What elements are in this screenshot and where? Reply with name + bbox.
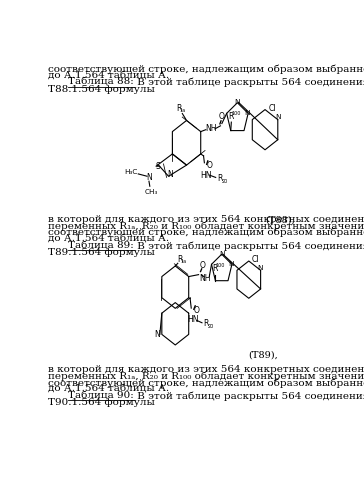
Text: CH₃: CH₃: [145, 190, 158, 196]
Text: R: R: [203, 320, 209, 328]
Text: N: N: [219, 251, 225, 257]
Text: 100: 100: [232, 111, 241, 116]
Text: до А.1.564 таблицы А.: до А.1.564 таблицы А.: [48, 234, 170, 244]
Text: N: N: [244, 110, 250, 116]
Text: (T88),: (T88),: [266, 216, 295, 225]
Text: 20: 20: [207, 324, 214, 329]
Text: R: R: [213, 264, 218, 273]
Text: 1a: 1a: [181, 259, 187, 264]
Text: H₃C: H₃C: [124, 168, 137, 174]
Text: в которой для каждого из этих 564 конкретных соединений каждая из: в которой для каждого из этих 564 конкре…: [48, 215, 364, 224]
Text: до А.1.564 таблицы А.: до А.1.564 таблицы А.: [48, 71, 170, 80]
Text: Таблица 88:: Таблица 88:: [68, 78, 134, 86]
Text: Таблица 89:: Таблица 89:: [68, 242, 134, 250]
Text: N: N: [257, 264, 263, 270]
Text: S: S: [155, 162, 160, 170]
Text: Т90.1.564 формулы: Т90.1.564 формулы: [48, 398, 155, 407]
Text: Таблица 90:: Таблица 90:: [68, 392, 134, 400]
Text: в которой для каждого из этих 564 конкретных соединений каждая из: в которой для каждого из этих 564 конкре…: [48, 365, 364, 374]
Text: NH: NH: [199, 274, 210, 283]
Text: Т89.1.564 формулы: Т89.1.564 формулы: [48, 248, 155, 258]
Text: соответствующей строке, надлежащим образом выбранной из 564 строк от А.1.1: соответствующей строке, надлежащим образ…: [48, 228, 364, 237]
Text: N: N: [154, 330, 160, 339]
Text: HN: HN: [200, 170, 211, 179]
Text: O: O: [199, 262, 205, 270]
Text: N: N: [146, 174, 152, 182]
Text: O: O: [194, 306, 200, 314]
Text: Cl: Cl: [252, 256, 259, 264]
Text: R: R: [217, 174, 223, 183]
Text: NH: NH: [205, 124, 217, 134]
Text: N: N: [275, 114, 280, 119]
Text: 100: 100: [216, 263, 225, 268]
Text: R: R: [176, 104, 181, 112]
Text: соответствующей строке, надлежащим образом выбранной из 564 строк от А.1.1: соответствующей строке, надлежащим образ…: [48, 64, 364, 74]
Text: Cl: Cl: [269, 104, 276, 112]
Text: N: N: [234, 100, 240, 105]
Text: В этой таблице раскрыты 564 соединения от Т90.1.1 до: В этой таблице раскрыты 564 соединения о…: [134, 392, 364, 401]
Text: Т88.1.564 формулы: Т88.1.564 формулы: [48, 84, 155, 94]
Text: переменных R₁ₐ, R₂₀ и R₁₀₀ обладает конкретным значением, приведенным в: переменных R₁ₐ, R₂₀ и R₁₀₀ обладает конк…: [48, 222, 364, 231]
Text: до А.1.564 таблицы А.: до А.1.564 таблицы А.: [48, 384, 170, 394]
Text: 20: 20: [222, 179, 228, 184]
Text: N: N: [167, 170, 173, 179]
Text: 1a: 1a: [180, 108, 186, 112]
Text: R: R: [229, 112, 234, 121]
Text: N: N: [228, 260, 234, 266]
Text: В этой таблице раскрыты 564 соединения от Т89.1.1 до: В этой таблице раскрыты 564 соединения о…: [134, 242, 364, 251]
Text: переменных R₁ₐ, R₂₀ и R₁₀₀ обладает конкретным значением, приведенным в: переменных R₁ₐ, R₂₀ и R₁₀₀ обладает конк…: [48, 372, 364, 381]
Text: O: O: [218, 112, 224, 122]
Text: В этой таблице раскрыты 564 соединения от Т88.1.1 до: В этой таблице раскрыты 564 соединения о…: [134, 78, 364, 87]
Text: HN: HN: [187, 315, 198, 324]
Text: (T89),: (T89),: [249, 350, 278, 360]
Text: O: O: [206, 160, 213, 170]
Text: соответствующей строке, надлежащим образом выбранной из 564 строк от А.1.1: соответствующей строке, надлежащим образ…: [48, 378, 364, 388]
Text: R: R: [177, 255, 182, 264]
